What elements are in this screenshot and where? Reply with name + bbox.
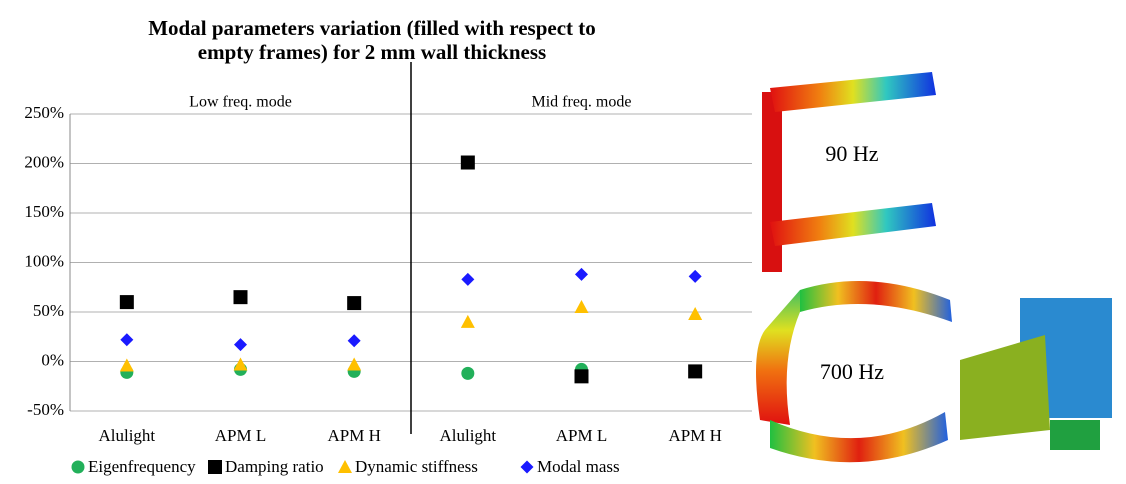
point	[461, 273, 474, 286]
legend-label: Eigenfrequency	[88, 457, 196, 476]
y-tick-label: 200%	[24, 152, 64, 171]
legend-marker	[72, 461, 85, 474]
point	[120, 358, 134, 371]
point	[348, 334, 361, 347]
point	[234, 290, 248, 304]
legend-label: Damping ratio	[225, 457, 324, 476]
point	[575, 300, 589, 313]
x-tick-label: APM L	[556, 426, 607, 445]
point	[688, 364, 702, 378]
point	[120, 295, 134, 309]
annotation: 90 Hz	[825, 141, 878, 166]
annotation: 700 Hz	[820, 359, 884, 384]
y-tick-label: 150%	[24, 202, 64, 221]
annotation: Mid freq. mode	[532, 94, 632, 111]
annotation: Low freq. mode	[189, 94, 292, 111]
point	[234, 338, 247, 351]
point	[688, 307, 702, 320]
legend-marker	[208, 460, 222, 474]
legend-label: Dynamic stiffness	[355, 457, 478, 476]
point	[461, 315, 475, 328]
point	[120, 333, 133, 346]
chart: 90 Hz 700 Hz Modal parameters variation …	[0, 0, 1126, 484]
mesh-model	[960, 298, 1112, 450]
x-tick-label: Alulight	[98, 426, 155, 445]
point	[461, 367, 474, 380]
x-tick-label: APM L	[215, 426, 266, 445]
y-tick-label: 250%	[24, 103, 64, 122]
x-tick-label: APM H	[327, 426, 380, 445]
x-tick-label: Alulight	[439, 426, 496, 445]
point	[689, 270, 702, 283]
point	[347, 296, 361, 310]
y-tick-label: 50%	[33, 301, 64, 320]
x-tick-label: APM H	[668, 426, 721, 445]
y-tick-label: 0%	[41, 350, 64, 369]
point	[575, 268, 588, 281]
legend-marker	[521, 461, 534, 474]
y-tick-label: -50%	[27, 400, 64, 419]
point	[234, 357, 248, 370]
chart-title: Modal parameters variation (filled with …	[148, 16, 596, 64]
legend-label: Modal mass	[537, 457, 620, 476]
mode-shape-90hz	[762, 72, 936, 272]
point	[461, 156, 475, 170]
point	[347, 357, 361, 370]
y-tick-label: 100%	[24, 251, 64, 270]
point	[575, 369, 589, 383]
legend-marker	[338, 460, 352, 473]
